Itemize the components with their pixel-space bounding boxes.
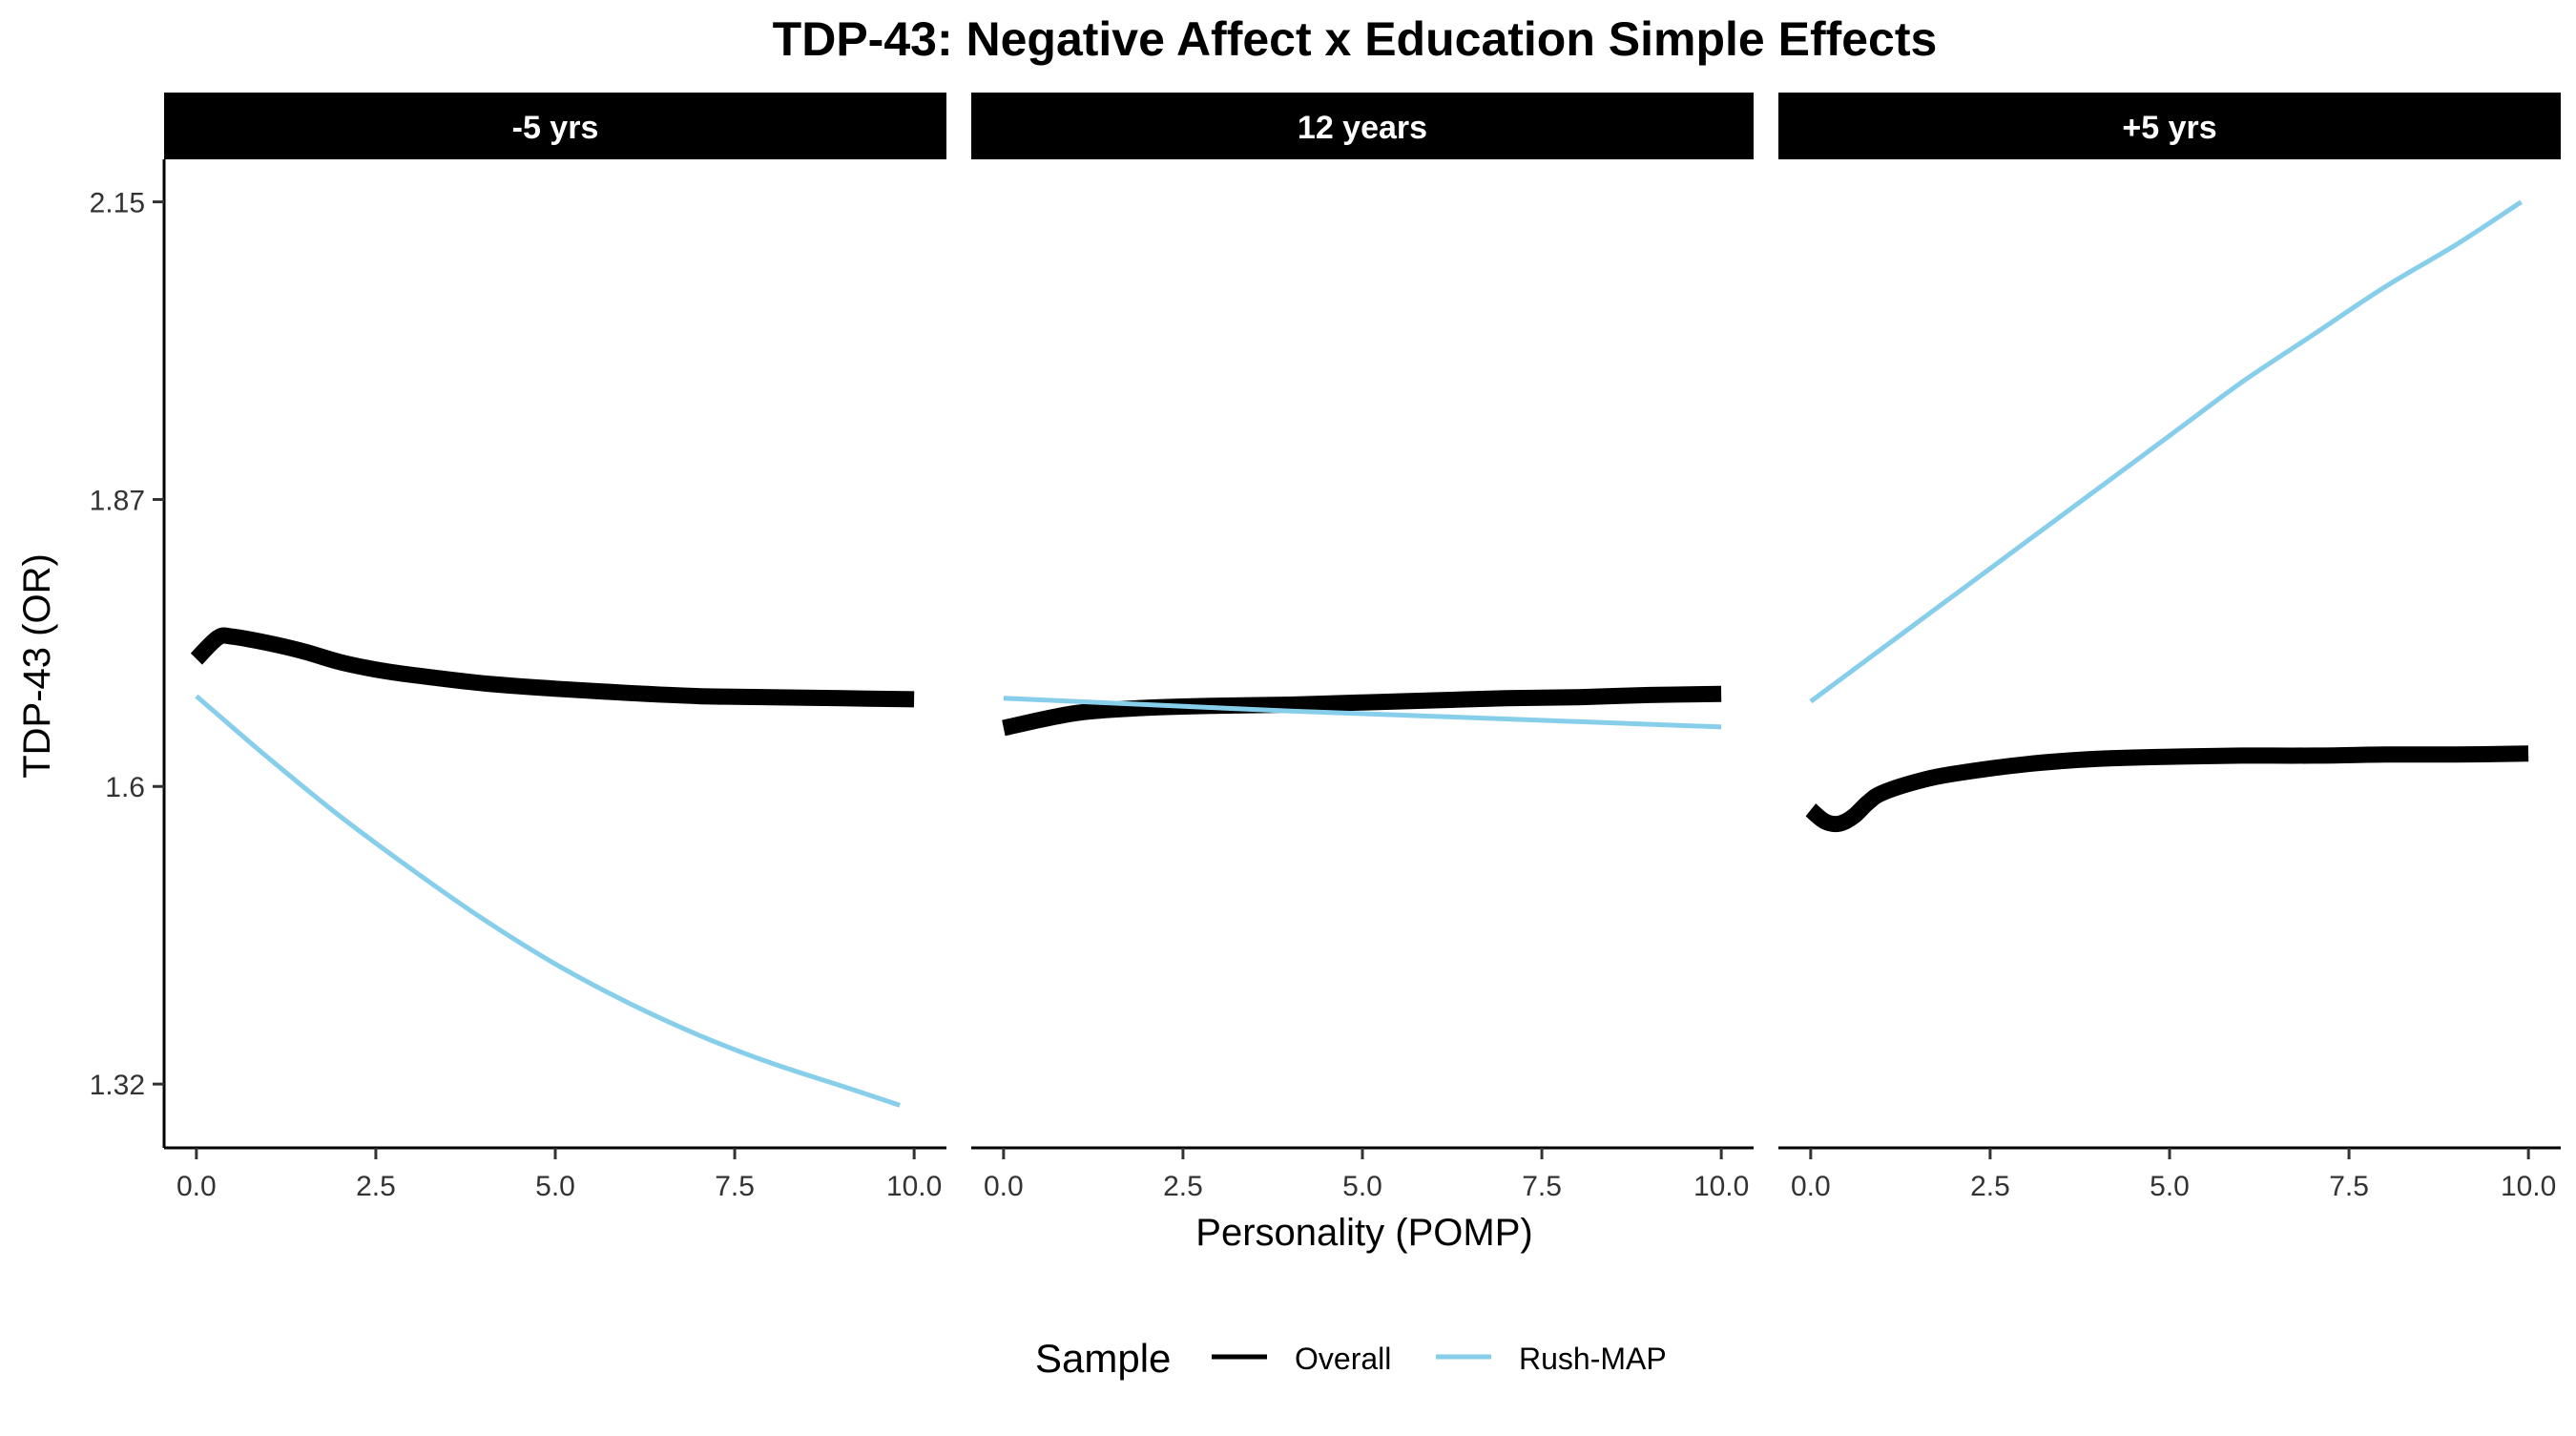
series-line-overall: [1805, 745, 2529, 833]
x-tick-label: 7.5: [1522, 1171, 1562, 1202]
panel-strip-label: -5 yrs: [512, 110, 599, 146]
series-line-overall: [190, 627, 915, 708]
legend-label-rush-map: Rush-MAP: [1519, 1342, 1667, 1376]
y-axis-title: TDP-43 (OR): [16, 553, 58, 779]
series-line-rush-map: [1809, 199, 2523, 704]
panel-2: 12 years 0.0 2.5 5.0 7.5 10.0: [971, 93, 1754, 1202]
panel-strip-label: +5 yrs: [2122, 110, 2216, 146]
legend: Sample Overall Rush-MAP: [1035, 1336, 1667, 1381]
chart-title: TDP-43: Negative Affect x Education Simp…: [773, 12, 1938, 66]
x-tick-label: 2.5: [1163, 1171, 1203, 1202]
x-tick-label: 10.0: [2501, 1171, 2556, 1202]
x-tick-label: 7.5: [2329, 1171, 2369, 1202]
y-tick-label: 1.6: [105, 772, 145, 803]
panel-strip: [1778, 93, 2561, 159]
panel-strip: [164, 93, 946, 159]
x-tick-label: 7.5: [715, 1171, 755, 1202]
series-line-rush-map: [195, 694, 901, 1108]
x-tick-label: 2.5: [1970, 1171, 2010, 1202]
panels: -5 yrs 0.0 2.5 5.0 7.5 10.0 1.32 1.6 1.87 2.15 12 …: [90, 93, 2561, 1202]
x-tick-label: 0.0: [1791, 1171, 1831, 1202]
x-tick-label: 0.0: [177, 1171, 217, 1202]
y-tick-label: 1.87: [90, 485, 145, 516]
x-tick-label: 5.0: [2150, 1171, 2190, 1202]
x-tick-label: 5.0: [535, 1171, 575, 1202]
y-tick-label: 1.32: [90, 1070, 145, 1101]
x-tick-label: 5.0: [1342, 1171, 1382, 1202]
x-axis-title: Personality (POMP): [1195, 1212, 1532, 1254]
panel-3: +5 yrs 0.0 2.5 5.0 7.5 10.0: [1778, 93, 2561, 1202]
legend-title: Sample: [1035, 1336, 1171, 1381]
y-tick-label: 2.15: [90, 188, 145, 219]
panel-1: -5 yrs 0.0 2.5 5.0 7.5 10.0 1.32 1.6 1.87 2.15: [90, 93, 946, 1202]
series-line-overall: [1002, 685, 1722, 737]
series-line-rush-map: [1003, 696, 1722, 730]
legend-label-overall: Overall: [1295, 1342, 1391, 1376]
x-tick-label: 10.0: [1693, 1171, 1749, 1202]
panel-strip-label: 12 years: [1298, 110, 1427, 146]
panel-strip: [971, 93, 1754, 159]
x-tick-label: 0.0: [984, 1171, 1024, 1202]
x-tick-label: 2.5: [356, 1171, 396, 1202]
x-tick-label: 10.0: [886, 1171, 942, 1202]
